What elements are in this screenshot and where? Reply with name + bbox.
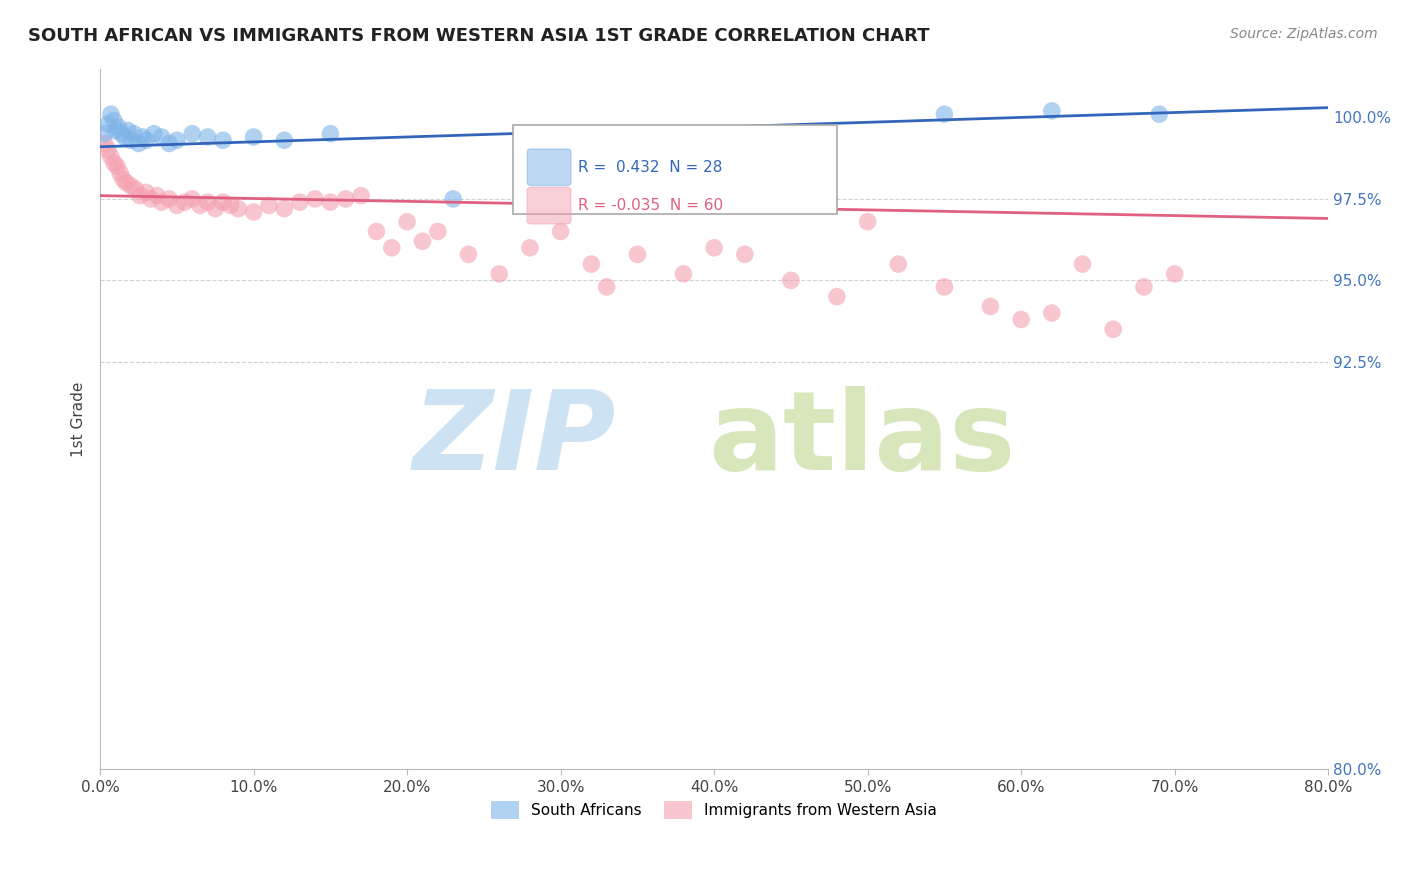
- Point: [550, 225, 572, 239]
- Point: [181, 192, 204, 206]
- Point: [581, 257, 603, 271]
- Point: [107, 120, 129, 135]
- Point: [114, 130, 136, 145]
- Point: [188, 198, 211, 212]
- Point: [100, 107, 122, 121]
- Point: [226, 202, 249, 216]
- Point: [129, 188, 152, 202]
- Point: [117, 123, 139, 137]
- Point: [128, 136, 150, 151]
- Point: [120, 178, 142, 193]
- Text: atlas: atlas: [707, 386, 1015, 493]
- Y-axis label: 1st Grade: 1st Grade: [72, 381, 86, 457]
- Point: [150, 195, 173, 210]
- Point: [595, 280, 617, 294]
- Point: [132, 130, 155, 145]
- Point: [780, 273, 803, 287]
- Point: [166, 198, 188, 212]
- Point: [166, 133, 188, 147]
- Point: [139, 192, 162, 206]
- Point: [197, 130, 219, 145]
- Point: [672, 267, 695, 281]
- Point: [426, 225, 449, 239]
- Point: [135, 133, 157, 147]
- Point: [108, 166, 131, 180]
- Text: R =  0.432  N = 28: R = 0.432 N = 28: [578, 160, 723, 175]
- Point: [115, 176, 138, 190]
- Point: [212, 133, 235, 147]
- Point: [304, 192, 326, 206]
- Point: [396, 215, 419, 229]
- Point: [411, 234, 433, 248]
- Point: [257, 198, 280, 212]
- Point: [825, 290, 848, 304]
- Point: [335, 192, 357, 206]
- Point: [273, 202, 295, 216]
- Point: [703, 241, 725, 255]
- Point: [111, 127, 134, 141]
- Point: [93, 127, 115, 141]
- Point: [1040, 103, 1063, 118]
- Point: [1040, 306, 1063, 320]
- Text: Source: ZipAtlas.com: Source: ZipAtlas.com: [1230, 27, 1378, 41]
- Point: [122, 127, 145, 141]
- Point: [103, 113, 125, 128]
- Point: [319, 127, 342, 141]
- Text: R = -0.035  N = 60: R = -0.035 N = 60: [578, 198, 723, 213]
- Point: [519, 241, 541, 255]
- Point: [219, 198, 242, 212]
- Point: [181, 127, 204, 141]
- Point: [350, 188, 373, 202]
- Point: [204, 202, 226, 216]
- Point: [488, 267, 510, 281]
- Point: [93, 136, 115, 151]
- Point: [626, 247, 648, 261]
- Point: [105, 159, 128, 173]
- Point: [319, 195, 342, 210]
- Point: [1163, 267, 1185, 281]
- Point: [103, 156, 125, 170]
- Point: [366, 225, 388, 239]
- Point: [934, 107, 956, 121]
- Point: [381, 241, 404, 255]
- Point: [242, 130, 264, 145]
- Point: [157, 136, 180, 151]
- Point: [212, 195, 235, 210]
- Text: SOUTH AFRICAN VS IMMIGRANTS FROM WESTERN ASIA 1ST GRADE CORRELATION CHART: SOUTH AFRICAN VS IMMIGRANTS FROM WESTERN…: [28, 27, 929, 45]
- Point: [934, 280, 956, 294]
- Point: [979, 300, 1001, 314]
- Point: [288, 195, 311, 210]
- Point: [1149, 107, 1171, 121]
- Point: [150, 130, 173, 145]
- Point: [273, 133, 295, 147]
- Point: [104, 123, 127, 137]
- Point: [1102, 322, 1125, 336]
- Point: [142, 127, 165, 141]
- Point: [112, 172, 135, 186]
- Legend: South Africans, Immigrants from Western Asia: South Africans, Immigrants from Western …: [485, 795, 943, 825]
- Point: [124, 182, 146, 196]
- Point: [1010, 312, 1032, 326]
- Point: [97, 117, 120, 131]
- Point: [97, 143, 120, 157]
- Point: [100, 149, 122, 163]
- Point: [457, 247, 479, 261]
- Point: [1071, 257, 1094, 271]
- Point: [146, 188, 169, 202]
- Point: [441, 192, 464, 206]
- Point: [242, 205, 264, 219]
- Text: ZIP: ZIP: [412, 386, 616, 493]
- Point: [135, 186, 157, 200]
- Point: [197, 195, 219, 210]
- Point: [887, 257, 910, 271]
- Point: [734, 247, 756, 261]
- Point: [856, 215, 879, 229]
- Point: [120, 133, 142, 147]
- Point: [157, 192, 180, 206]
- Point: [173, 195, 195, 210]
- Point: [1133, 280, 1156, 294]
